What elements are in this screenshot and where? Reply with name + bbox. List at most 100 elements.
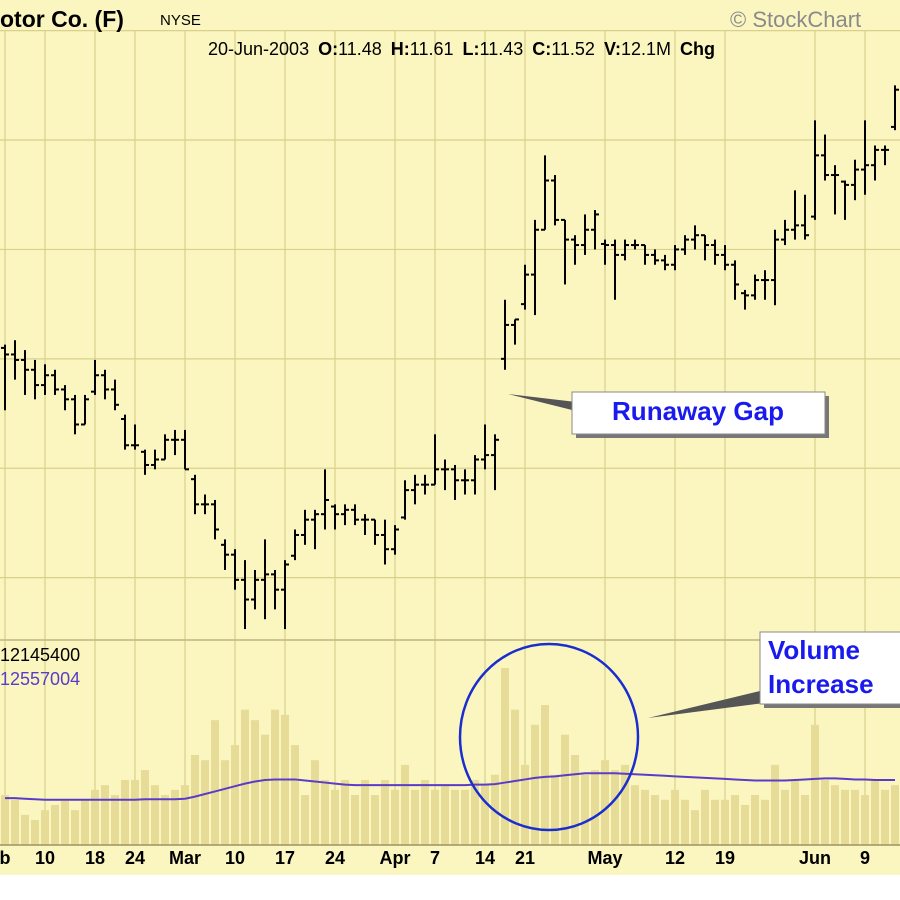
moving-average xyxy=(5,772,895,801)
volume-bar xyxy=(71,810,79,845)
volume-bar xyxy=(791,779,799,845)
volume-bar xyxy=(231,745,239,845)
volume-bar xyxy=(411,789,419,845)
volume-bar xyxy=(421,779,429,845)
volume-bar xyxy=(821,779,829,845)
credit: © StockChart xyxy=(730,7,861,32)
quote-value: 12.1M xyxy=(621,39,671,59)
volume-bar xyxy=(631,785,639,845)
annotation: Volume xyxy=(768,635,860,665)
volume-bar xyxy=(131,779,139,845)
volume-bar xyxy=(391,789,399,845)
quote-label: L: xyxy=(463,39,480,59)
volume-bar xyxy=(841,789,849,845)
volume-bar xyxy=(371,795,379,845)
volume-bar xyxy=(651,795,659,845)
labels: otor Co. (F) NYSE © StockChart 20-Jun-20… xyxy=(0,6,870,868)
volume-bar xyxy=(81,799,89,845)
volume-bar xyxy=(141,770,149,845)
x-tick-label: Apr xyxy=(380,848,411,868)
volume-bar xyxy=(61,799,69,845)
volume-bar xyxy=(861,795,869,845)
volume-bar xyxy=(331,789,339,845)
volume-bar xyxy=(41,810,49,845)
x-tick-label: 10 xyxy=(35,848,55,868)
volume-bar xyxy=(701,789,709,845)
volume-bar xyxy=(321,779,329,845)
volume-bar xyxy=(771,764,779,845)
callout-box xyxy=(571,391,826,435)
volume-bar xyxy=(451,789,459,845)
volume-bar xyxy=(831,785,839,845)
volume-bar xyxy=(501,668,509,845)
x-tick-label: 18 xyxy=(85,848,105,868)
volume-bar xyxy=(611,770,619,845)
callout-box xyxy=(759,631,900,705)
x-tick-label: 24 xyxy=(325,848,345,868)
chart-title: otor Co. (F) xyxy=(0,6,124,32)
volume-bar xyxy=(561,734,569,845)
volume-bar xyxy=(301,795,309,845)
volume-bar xyxy=(711,799,719,845)
volume-bar xyxy=(21,814,29,845)
volume-bar xyxy=(201,760,209,845)
volume-bar xyxy=(101,785,109,845)
quote-label: H: xyxy=(391,39,410,59)
volume-bar xyxy=(181,785,189,845)
highlight-circle xyxy=(458,642,640,832)
volume-bar xyxy=(221,760,229,845)
volume-bar xyxy=(121,779,129,845)
x-tick-label: 17 xyxy=(275,848,295,868)
volume-bar xyxy=(761,799,769,845)
quote-line: 20-Jun-2003 O:11.48 H:11.61 L:11.43 C:11.52 V… xyxy=(208,39,715,59)
x-tick-label: 14 xyxy=(475,848,495,868)
volume-bar xyxy=(521,764,529,845)
volume-bar xyxy=(551,774,559,845)
volume-bar xyxy=(31,820,39,845)
volume-bar xyxy=(151,785,159,845)
volume-bar xyxy=(341,779,349,845)
quote-value: 11.48 xyxy=(338,39,382,59)
volume-bar xyxy=(251,720,259,845)
volume-bar xyxy=(271,709,279,845)
volume-bar xyxy=(531,724,539,845)
volume-bar xyxy=(571,754,579,845)
marks xyxy=(1,85,899,845)
volume-bar xyxy=(211,720,219,845)
volume-bar xyxy=(691,810,699,845)
volume-bar xyxy=(721,799,729,845)
volume-bar xyxy=(241,709,249,845)
volume-bar xyxy=(581,774,589,845)
x-tick-label: 9 xyxy=(860,848,870,868)
volume-bar xyxy=(621,764,629,845)
x-tick-label: May xyxy=(587,848,622,868)
volume-bar xyxy=(891,785,899,845)
x-tick-label: 12 xyxy=(665,848,685,868)
quote-label: C: xyxy=(532,39,551,59)
x-tick-label: 21 xyxy=(515,848,535,868)
volume-bar xyxy=(191,754,199,845)
annotations: Runaway Gap Volume Increase xyxy=(458,391,900,832)
annotation: Runaway Gap xyxy=(612,396,784,426)
callout-pointer xyxy=(508,394,576,411)
volume-bar xyxy=(541,705,549,845)
x-tick-label: Jun xyxy=(799,848,831,868)
volume-bar xyxy=(881,789,889,845)
quote-date: 20-Jun-2003 xyxy=(208,39,309,59)
volume-bar xyxy=(801,795,809,845)
volume-bar xyxy=(171,789,179,845)
volume-bar xyxy=(871,779,879,845)
volume-bar xyxy=(851,789,859,845)
exchange: NYSE xyxy=(160,12,201,29)
x-tick-label: 19 xyxy=(715,848,735,868)
volume-bar xyxy=(681,799,689,845)
volume-bar xyxy=(641,789,649,845)
volume-bar xyxy=(91,789,99,845)
volume-bar xyxy=(441,785,449,845)
volume-bar xyxy=(381,779,389,845)
volume-bar xyxy=(431,789,439,845)
quote-value: 11.61 xyxy=(410,39,454,59)
volume-bar xyxy=(811,724,819,845)
